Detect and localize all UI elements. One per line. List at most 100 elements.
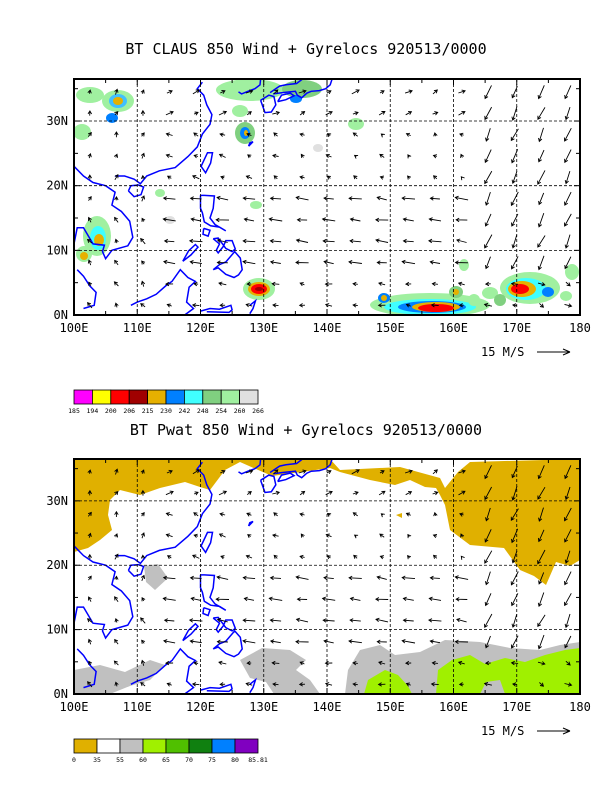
- cloud-blob: [155, 189, 262, 224]
- wind-arrow-icon: [140, 554, 146, 559]
- wind-arrow-icon: [242, 575, 256, 580]
- wind-arrow-icon: [114, 259, 119, 266]
- cloud-blob: [74, 87, 134, 140]
- wind-arrow-icon: [324, 660, 333, 666]
- wind-arrow-icon: [296, 217, 308, 223]
- wind-arrow-icon: [163, 618, 175, 623]
- wind-arrow-icon: [352, 111, 359, 116]
- wind-arrow-icon: [428, 217, 442, 222]
- wind-arrow-icon: [324, 303, 333, 308]
- wind-arrow-icon: [407, 175, 412, 180]
- wind-arrow-icon: [243, 596, 255, 602]
- wind-arrow-icon: [272, 490, 281, 496]
- top-reference-vector-label: 15 M/S: [481, 345, 524, 359]
- wind-arrow-icon: [430, 682, 439, 687]
- wind-arrow-icon: [114, 173, 119, 181]
- wind-arrow-icon: [460, 555, 465, 560]
- wind-arrow-icon: [166, 469, 173, 474]
- wind-arrow-icon: [191, 303, 200, 308]
- wind-arrow-icon: [193, 111, 199, 116]
- wind-arrow-icon: [273, 554, 278, 559]
- wind-arrow-icon: [87, 532, 92, 538]
- wind-arrow-icon: [246, 512, 252, 517]
- wind-arrow-icon: [380, 133, 385, 138]
- wind-arrow-icon: [140, 303, 146, 308]
- wind-arrow-icon: [87, 575, 92, 581]
- colorbar-label: 254: [215, 407, 227, 415]
- wind-arrow-icon: [564, 593, 572, 607]
- wind-arrow-icon: [348, 639, 362, 644]
- wind-arrow-icon: [245, 554, 253, 559]
- wind-arrow-icon: [538, 507, 544, 522]
- wind-arrow-icon: [323, 639, 334, 644]
- longitude-label: 100E: [60, 700, 89, 714]
- wind-arrow-icon: [484, 256, 491, 270]
- wind-arrow-icon: [113, 660, 119, 666]
- wind-arrow-icon: [510, 508, 519, 521]
- wind-arrow-icon: [431, 660, 438, 666]
- wind-arrow-icon: [216, 238, 228, 243]
- colorbar-swatch: [142, 738, 167, 754]
- wind-arrow-icon: [511, 528, 519, 544]
- wind-arrow-icon: [460, 176, 465, 181]
- pwat-region-mid: [144, 564, 168, 590]
- cloud-blob: [370, 259, 498, 315]
- longitude-label: 170E: [502, 321, 531, 335]
- wind-arrow-icon: [404, 281, 412, 287]
- wind-arrow-icon: [87, 110, 92, 116]
- wind-arrow-icon: [218, 660, 227, 666]
- wind-arrow-icon: [484, 213, 492, 227]
- wind-arrow-icon: [188, 238, 203, 244]
- wind-arrow-icon: [220, 555, 225, 560]
- latitude-label: 0N: [54, 687, 68, 701]
- wind-arrow-icon: [379, 175, 385, 180]
- wind-arrow-icon: [86, 238, 93, 244]
- wind-arrow-icon: [484, 234, 493, 249]
- wind-arrow-icon: [322, 618, 335, 623]
- wind-arrow-icon: [429, 260, 441, 265]
- wind-arrow-icon: [242, 639, 256, 644]
- wind-arrow-icon: [376, 575, 387, 580]
- wind-arrow-icon: [401, 639, 416, 644]
- wind-arrow-icon: [375, 597, 389, 602]
- wind-arrow-icon: [268, 217, 283, 222]
- latitude-label: 30N: [46, 114, 68, 128]
- longitude-label: 160E: [439, 321, 468, 335]
- wind-arrow-icon: [537, 661, 546, 666]
- wind-arrow-icon: [218, 110, 228, 116]
- wind-arrow-icon: [484, 571, 491, 586]
- bottom-gridlines: [74, 459, 580, 694]
- wind-arrow-icon: [405, 660, 412, 666]
- longitude-label: 100E: [60, 321, 89, 335]
- wind-arrow-icon: [295, 195, 309, 201]
- wind-arrow-icon: [114, 681, 119, 687]
- wind-arrow-icon: [322, 238, 335, 244]
- wind-arrow-icon: [299, 132, 305, 137]
- wind-arrow-icon: [460, 533, 465, 538]
- wind-arrow-icon: [246, 490, 252, 496]
- latitude-label: 20N: [46, 558, 68, 572]
- wind-arrow-icon: [353, 534, 359, 539]
- wind-arrow-icon: [428, 596, 442, 601]
- top-map-panel: [73, 78, 581, 316]
- wind-arrow-icon: [114, 468, 119, 475]
- wind-arrow-icon: [271, 660, 280, 666]
- wind-arrow-icon: [432, 111, 439, 116]
- wind-arrow-icon: [564, 635, 572, 649]
- wind-arrow-icon: [349, 596, 361, 602]
- coastline: [182, 243, 200, 262]
- coastline: [277, 472, 296, 483]
- colorbar-swatch: [188, 738, 213, 754]
- bottom-longitude-labels: 100E 110E 120E 130E 140E 150E 160E 170E 180: [60, 700, 591, 714]
- wind-arrow-icon: [269, 618, 282, 623]
- wind-arrow-icon: [454, 639, 469, 644]
- wind-arrow-icon: [564, 613, 571, 629]
- wind-arrow-icon: [87, 469, 92, 474]
- wind-arrow-icon: [189, 259, 202, 265]
- wind-arrow-icon: [511, 550, 518, 564]
- wind-arrow-icon: [564, 550, 571, 564]
- wind-arrow-icon: [349, 238, 361, 244]
- wind-arrow-icon: [163, 639, 176, 644]
- wind-arrow-icon: [484, 149, 492, 164]
